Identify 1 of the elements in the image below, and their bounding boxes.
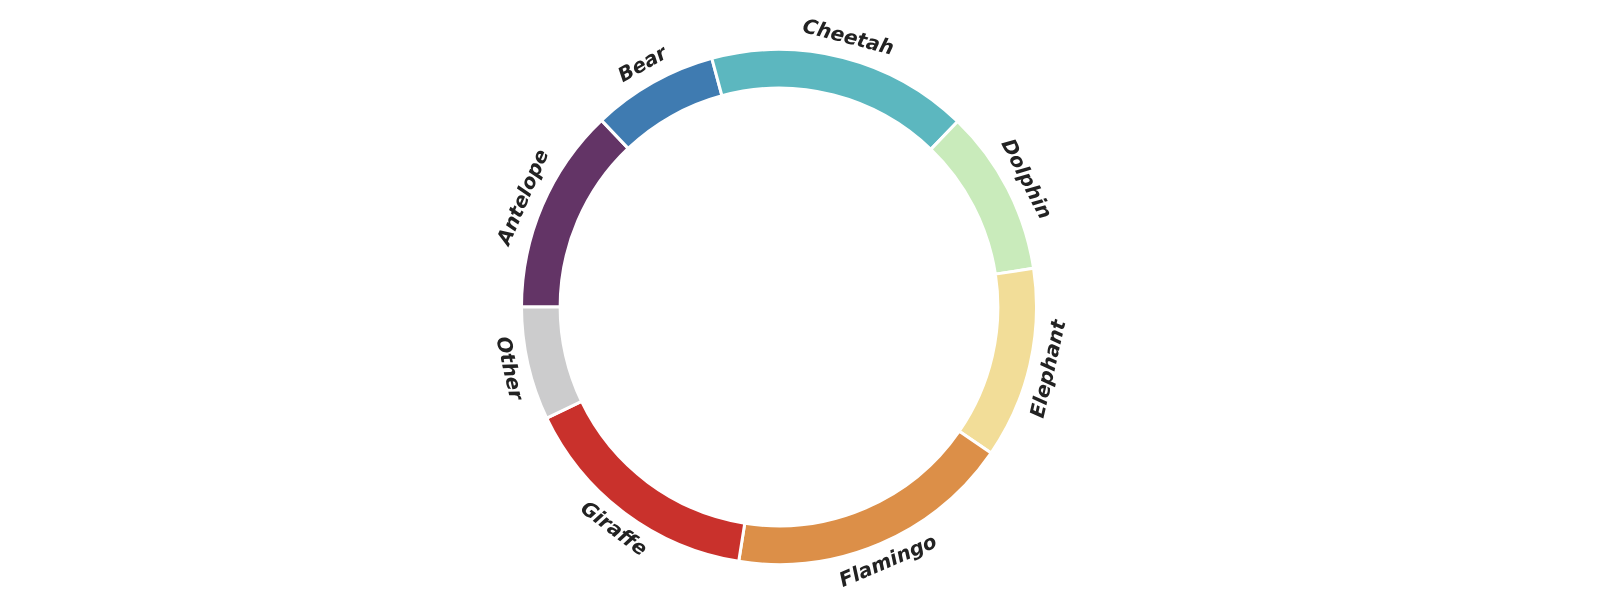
- slice-label: Other: [491, 334, 530, 404]
